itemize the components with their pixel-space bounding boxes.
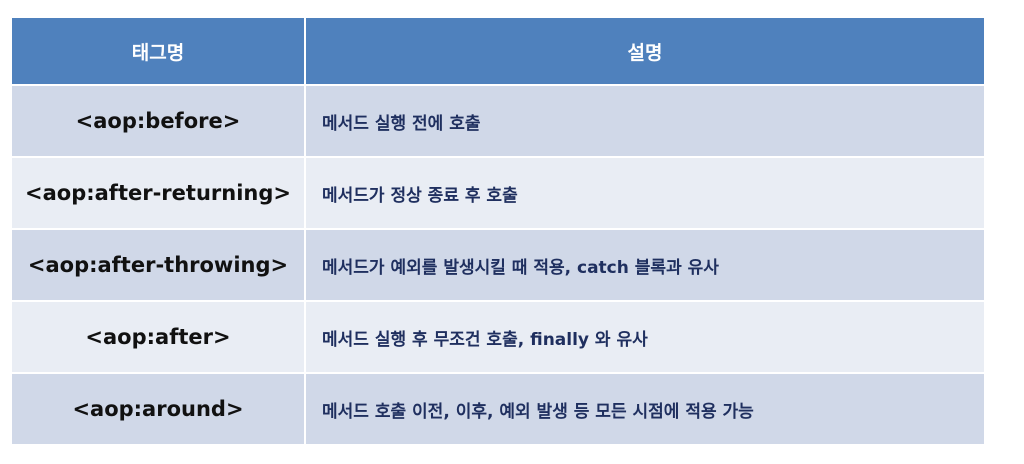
description-cell: 메서드 호출 이전, 이후, 예외 발생 등 모든 시점에 적용 가능 (306, 372, 984, 444)
description-cell: 메서드 실행 전에 호출 (306, 84, 984, 156)
table-row: <aop:around> 메서드 호출 이전, 이후, 예외 발생 등 모든 시… (12, 372, 984, 444)
table-row: <aop:after-throwing> 메서드가 예외를 발생시킬 때 적용,… (12, 228, 984, 300)
tag-cell: <aop:around> (12, 372, 306, 444)
tag-cell: <aop:after> (12, 300, 306, 372)
tag-cell: <aop:after-returning> (12, 156, 306, 228)
table-row: <aop:after> 메서드 실행 후 무조건 호출, finally 와 유… (12, 300, 984, 372)
description-cell: 메서드 실행 후 무조건 호출, finally 와 유사 (306, 300, 984, 372)
description-cell: 메서드가 정상 종료 후 호출 (306, 156, 984, 228)
header-tag-name: 태그명 (12, 18, 306, 84)
table-header-row: 태그명 설명 (12, 18, 984, 84)
header-description: 설명 (306, 18, 984, 84)
tag-cell: <aop:before> (12, 84, 306, 156)
description-cell: 메서드가 예외를 발생시킬 때 적용, catch 블록과 유사 (306, 228, 984, 300)
table-row: <aop:after-returning> 메서드가 정상 종료 후 호출 (12, 156, 984, 228)
table-row: <aop:before> 메서드 실행 전에 호출 (12, 84, 984, 156)
tag-cell: <aop:after-throwing> (12, 228, 306, 300)
aop-tag-table: 태그명 설명 <aop:before> 메서드 실행 전에 호출 <aop:af… (12, 18, 984, 444)
